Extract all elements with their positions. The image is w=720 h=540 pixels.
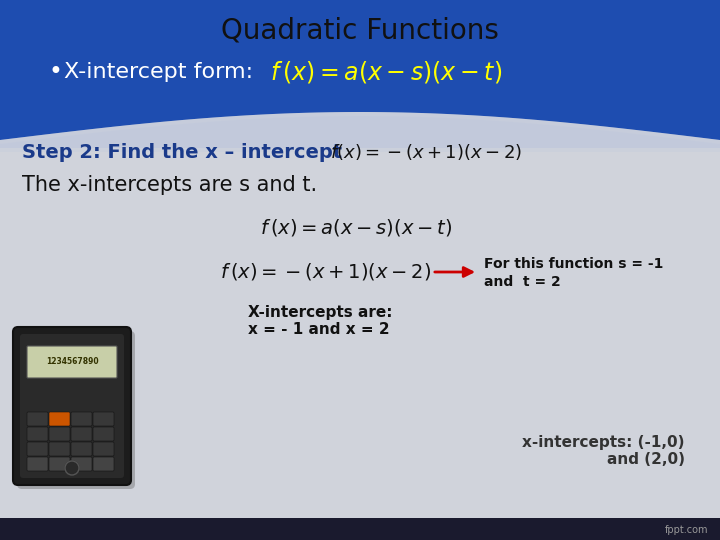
Text: $f\,(x)=a(x-s)(x-t)$: $f\,(x)=a(x-s)(x-t)$ [260, 218, 452, 239]
Polygon shape [0, 116, 720, 152]
FancyBboxPatch shape [93, 442, 114, 456]
FancyBboxPatch shape [27, 346, 117, 378]
Text: $f(x)=-(x+1)(x-2)$: $f(x)=-(x+1)(x-2)$ [330, 142, 522, 162]
Text: Quadratic Functions: Quadratic Functions [221, 16, 499, 44]
FancyBboxPatch shape [13, 327, 131, 485]
FancyBboxPatch shape [27, 457, 48, 471]
Text: and  t = 2: and t = 2 [484, 275, 561, 289]
FancyBboxPatch shape [20, 334, 124, 478]
Text: and (2,0): and (2,0) [607, 453, 685, 468]
FancyBboxPatch shape [93, 457, 114, 471]
Text: $f\,(x)=a(x-s)(x-t)$: $f\,(x)=a(x-s)(x-t)$ [270, 59, 503, 85]
Text: fppt.com: fppt.com [665, 525, 708, 535]
FancyBboxPatch shape [93, 427, 114, 441]
Text: $f\,(x)=-(x+1)(x-2)$: $f\,(x)=-(x+1)(x-2)$ [220, 261, 431, 282]
Text: The x-intercepts are s and t.: The x-intercepts are s and t. [22, 175, 317, 195]
FancyBboxPatch shape [49, 442, 70, 456]
Text: X-intercept form:: X-intercept form: [64, 62, 253, 82]
Text: Step 2: Find the x – intercept: Step 2: Find the x – intercept [22, 143, 342, 161]
Polygon shape [0, 112, 720, 148]
Text: For this function s = -1: For this function s = -1 [484, 257, 663, 271]
Text: x-intercepts: (-1,0): x-intercepts: (-1,0) [523, 435, 685, 449]
FancyBboxPatch shape [71, 427, 92, 441]
FancyBboxPatch shape [71, 457, 92, 471]
FancyBboxPatch shape [71, 412, 92, 426]
FancyBboxPatch shape [27, 427, 48, 441]
Text: x = - 1 and x = 2: x = - 1 and x = 2 [248, 321, 390, 336]
FancyBboxPatch shape [17, 331, 135, 489]
Polygon shape [0, 0, 720, 140]
FancyBboxPatch shape [49, 412, 70, 426]
FancyBboxPatch shape [71, 442, 92, 456]
FancyBboxPatch shape [93, 412, 114, 426]
Text: X-intercepts are:: X-intercepts are: [248, 305, 392, 320]
FancyBboxPatch shape [49, 427, 70, 441]
FancyBboxPatch shape [27, 442, 48, 456]
Text: 1234567890: 1234567890 [45, 357, 99, 367]
Bar [0, 518, 720, 540]
FancyBboxPatch shape [27, 412, 48, 426]
FancyBboxPatch shape [49, 457, 70, 471]
Circle shape [65, 461, 79, 475]
Text: •: • [48, 60, 62, 84]
